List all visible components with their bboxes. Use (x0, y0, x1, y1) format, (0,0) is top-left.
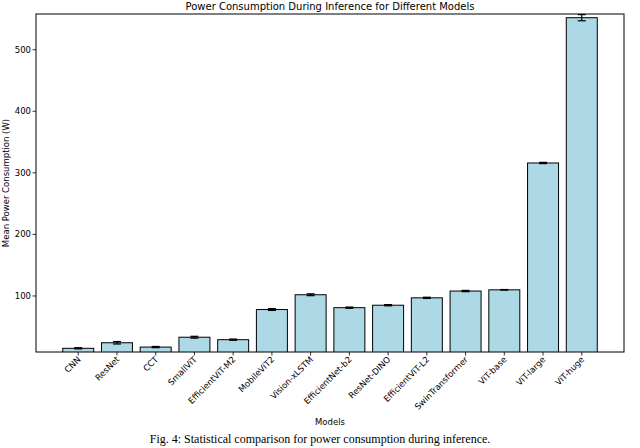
x-tick (543, 352, 544, 356)
error-cap (500, 289, 508, 290)
y-axis-label: Mean Power Consumption (W) (1, 119, 11, 247)
x-tick (581, 352, 582, 356)
error-bar (462, 290, 470, 291)
error-cap (152, 347, 160, 348)
error-cap (268, 310, 276, 311)
error-cap (152, 346, 160, 347)
error-cap (423, 297, 431, 298)
error-cap (113, 341, 121, 342)
error-cap (500, 290, 508, 291)
error-cap (462, 290, 470, 291)
x-tick-label: ViT-huge (553, 354, 586, 387)
chart-svg: 100200300400500CNNResNetCCTSmallViTEffic… (0, 0, 640, 448)
error-cap (229, 338, 237, 339)
error-bar (74, 348, 82, 349)
error-cap (190, 336, 198, 337)
x-tick-label: ResNet (93, 354, 122, 383)
bar (256, 310, 287, 352)
x-tick (233, 352, 234, 356)
bar (450, 291, 481, 352)
x-tick (78, 352, 79, 356)
y-tick-label: 400 (15, 106, 31, 116)
bars (63, 15, 598, 352)
x-tick-label: ViT-large (514, 354, 547, 387)
y-tick (33, 172, 37, 173)
error-cap (578, 20, 586, 21)
error-bar (578, 15, 586, 21)
x-tick-label: MobileViT2 (236, 354, 276, 394)
x-tick (426, 352, 427, 356)
error-bar (190, 336, 198, 338)
error-cap (345, 308, 353, 309)
error-bar (268, 309, 276, 311)
bar (411, 298, 442, 352)
x-tick (349, 352, 350, 356)
bar (334, 308, 365, 352)
x-tick (310, 352, 311, 356)
title: Power Consumption During Inference for D… (186, 1, 475, 12)
x-tick-label: EfficientViT-M2 (186, 354, 237, 405)
error-bar (345, 307, 353, 308)
x-tick (465, 352, 466, 356)
caption: Fig. 4: Statistical comparison for power… (150, 432, 491, 446)
bar (373, 305, 404, 352)
error-cap (74, 347, 82, 348)
error-cap (423, 298, 431, 299)
error-line (581, 15, 582, 21)
error-bar (152, 346, 160, 347)
error-cap (229, 340, 237, 341)
y-tick (33, 295, 37, 296)
x-tick-label: SmallViT (166, 354, 200, 388)
bar (101, 343, 132, 352)
error-cap (384, 305, 392, 306)
y-tick-label: 200 (15, 229, 31, 239)
error-bar (500, 289, 508, 291)
x-tick (388, 352, 389, 356)
y-tick (33, 234, 37, 235)
bar (63, 348, 94, 352)
error-bar (229, 339, 237, 340)
error-bar (307, 294, 315, 296)
bar (218, 340, 249, 352)
x-tick-label: SwinTransformer (413, 354, 471, 412)
x-tick (155, 352, 156, 356)
error-cap (539, 163, 547, 164)
x-tick (194, 352, 195, 356)
x-tick (116, 352, 117, 356)
x-tick-label: CNN (62, 354, 82, 374)
plot-frame (36, 14, 624, 352)
error-cap (113, 343, 121, 344)
error-cap (190, 338, 198, 339)
x-axis-label: Models (315, 417, 346, 427)
y-tick-label: 300 (15, 168, 31, 178)
chart-container: 100200300400500CNNResNetCCTSmallViTEffic… (0, 0, 640, 448)
y-tick-label: 500 (15, 45, 31, 55)
bar (295, 295, 326, 352)
error-cap (268, 308, 276, 309)
y-tick (33, 111, 37, 112)
error-bar (539, 162, 547, 163)
error-cap (307, 295, 315, 296)
x-tick (504, 352, 505, 356)
x-tick-label: EfficientNet-b2 (302, 354, 354, 406)
error-cap (345, 306, 353, 307)
y-tick (33, 49, 37, 50)
bar (140, 347, 171, 352)
error-cap (462, 291, 470, 292)
bar (528, 163, 559, 352)
error-bar (113, 342, 121, 344)
error-cap (74, 348, 82, 349)
bar (489, 290, 520, 352)
bar (566, 18, 597, 352)
error-bar (384, 305, 392, 306)
y-tick-label: 100 (15, 291, 31, 301)
error-bar (423, 297, 431, 298)
bar (179, 337, 210, 352)
error-cap (384, 304, 392, 305)
x-tick-label: CCT (141, 354, 161, 374)
x-tick (271, 352, 272, 356)
x-tick-label: ViT-base (476, 354, 508, 386)
error-cap (539, 162, 547, 163)
error-cap (307, 293, 315, 294)
